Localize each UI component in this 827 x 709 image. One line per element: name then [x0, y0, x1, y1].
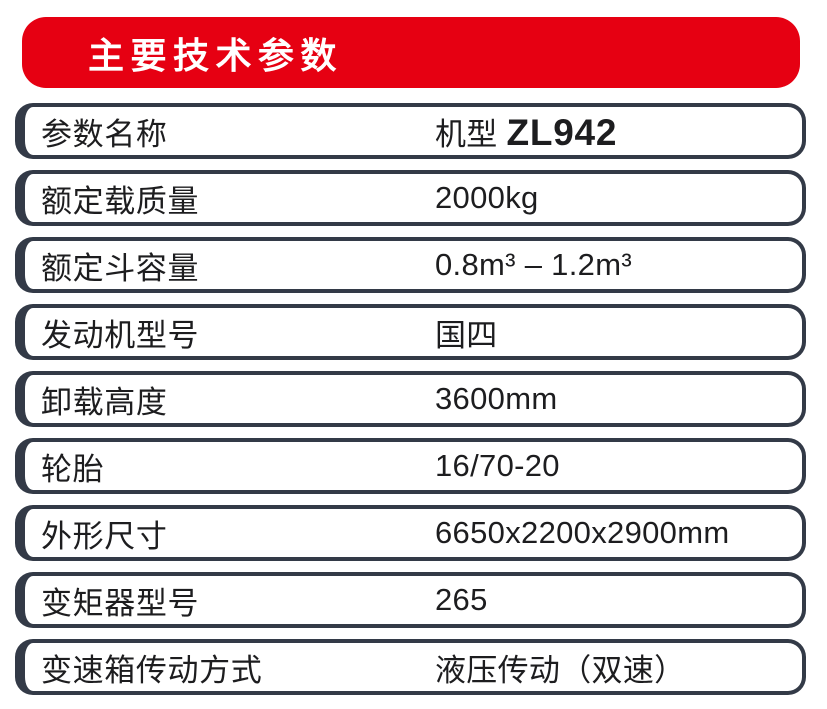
- row-value-text: 机型: [435, 116, 507, 152]
- row-value: 265: [435, 582, 488, 618]
- row-value: 3600mm: [435, 381, 557, 417]
- table-row: 外形尺寸 6650x2200x2900mm: [15, 505, 806, 561]
- row-label: 发动机型号: [41, 317, 200, 353]
- row-value-text: 16/70-20: [435, 448, 560, 483]
- row-label: 卸载高度: [41, 384, 168, 420]
- row-value-strong: ZL942: [506, 111, 618, 153]
- table-row: 变矩器型号 265: [15, 572, 806, 628]
- row-value: 0.8m³ – 1.2m³: [435, 247, 632, 283]
- table-row: 额定载质量 2000kg: [15, 170, 806, 226]
- table-row: 发动机型号 国四: [15, 304, 806, 360]
- row-label: 额定斗容量: [41, 250, 200, 286]
- page-title: 主要技术参数: [88, 34, 343, 76]
- row-value: 液压传动（双速）: [435, 645, 685, 690]
- table-row: 额定斗容量 0.8m³ – 1.2m³: [15, 237, 806, 293]
- row-value-text: 国四: [435, 317, 498, 353]
- spec-table: 参数名称 机型 ZL942 额定载质量 2000kg 额定斗容量 0.8m³ –…: [15, 103, 806, 695]
- table-row: 变速箱传动方式 液压传动（双速）: [15, 639, 806, 695]
- section-header-banner: 主要技术参数: [22, 17, 800, 88]
- row-value: 6650x2200x2900mm: [435, 515, 730, 551]
- row-label: 变速箱传动方式: [41, 652, 263, 688]
- row-value: 国四: [435, 310, 498, 355]
- row-label: 额定载质量: [41, 183, 200, 219]
- row-value-text: 0.8m³ – 1.2m³: [435, 247, 632, 282]
- row-label: 轮胎: [41, 451, 105, 487]
- row-value-text: 2000kg: [435, 180, 539, 215]
- row-value: 2000kg: [435, 180, 539, 216]
- row-label: 外形尺寸: [41, 518, 168, 554]
- row-label: 参数名称: [41, 116, 168, 152]
- row-value-text: 液压传动（双速）: [435, 652, 686, 688]
- table-row: 卸载高度 3600mm: [15, 371, 806, 427]
- row-label: 变矩器型号: [41, 585, 200, 621]
- table-row: 参数名称 机型 ZL942: [15, 103, 806, 159]
- row-value-text: 3600mm: [435, 381, 558, 416]
- row-value-text: 6650x2200x2900mm: [435, 515, 730, 550]
- table-row: 轮胎 16/70-20: [15, 438, 806, 494]
- row-value: 16/70-20: [435, 448, 560, 484]
- row-value: 机型 ZL942: [435, 109, 617, 154]
- row-value-text: 265: [435, 582, 488, 617]
